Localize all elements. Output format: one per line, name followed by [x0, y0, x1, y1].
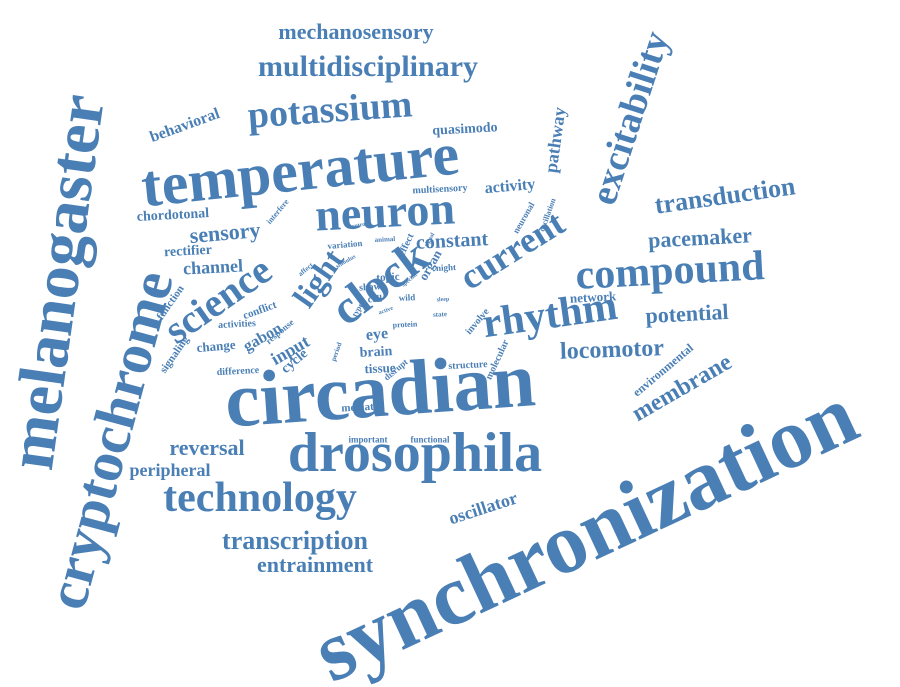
word-shaw: shaw [358, 281, 382, 294]
word-excitability: excitability [582, 26, 678, 210]
word-potential: potential [644, 298, 730, 329]
word-brain: brain [359, 344, 393, 361]
word-pathway: pathway [540, 105, 570, 175]
word-variation: variation [327, 237, 363, 252]
word-technology: technology [163, 475, 357, 521]
word-locomotor: locomotor [559, 335, 665, 365]
word-peripheral: peripheral [129, 460, 211, 480]
word-important: important [348, 434, 388, 445]
word-network: network [569, 288, 617, 306]
word-cell: cell [367, 293, 383, 306]
word-transcription: transcription [222, 526, 368, 555]
word-behavioral: behavioral [147, 105, 222, 146]
word-entrainment: entrainment [256, 552, 374, 577]
word-structure: structure [448, 358, 488, 373]
word-functional: functional [410, 434, 450, 445]
word-multidisciplinary: multidisciplinary [257, 50, 479, 83]
word-drosophila: drosophila [287, 422, 543, 484]
word-change: change [195, 336, 237, 356]
word-night: night [435, 261, 457, 274]
word-multisensory: multisensory [412, 182, 468, 197]
word-wild: wild [398, 292, 416, 303]
word-mechanosensory: mechanosensory [278, 19, 434, 44]
word-pacemaker: pacemaker [647, 222, 753, 253]
word-rectifier: rectifier [163, 242, 213, 261]
word-activity: activity [483, 175, 536, 198]
word-eye: eye [365, 325, 389, 344]
word-animal: animal [374, 234, 396, 245]
word-sleep: sleep [436, 296, 450, 304]
word-state: state [432, 310, 448, 319]
word-quasimodo: quasimodo [431, 120, 499, 139]
word-channel: channel [182, 255, 244, 279]
word-transduction: transduction [652, 171, 798, 220]
word-activities: activities [217, 318, 257, 331]
word-protein: protein [392, 319, 418, 330]
word-mediate: mediate [341, 400, 379, 415]
word-reversal: reversal [169, 435, 245, 460]
